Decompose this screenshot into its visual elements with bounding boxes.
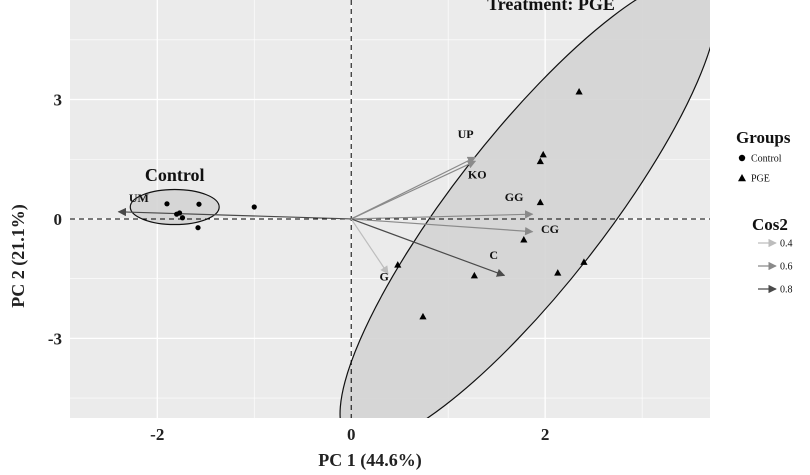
arrow-c: [351, 218, 506, 277]
variable-label-g: G: [380, 270, 389, 284]
axis-ticks: -2 0 2 -3 0 3: [48, 91, 550, 444]
ellipse-control: [129, 188, 220, 226]
legend-marker-circle: [738, 154, 746, 162]
point-pge: [539, 150, 547, 158]
group-label-control: Control: [145, 165, 205, 185]
arrow-gg: [351, 210, 534, 220]
legend-cos2-label: 0.4: [780, 239, 793, 250]
legend-groups-title: Groups: [736, 128, 791, 147]
point-pge: [419, 312, 427, 320]
y-tick-label: 0: [54, 210, 63, 229]
point-pge: [575, 87, 583, 95]
legend-group-label: Control: [751, 154, 782, 165]
variable-label-ko: KO: [468, 167, 487, 181]
group-label-pge: Treatment: PGE: [487, 0, 615, 14]
point-pge: [536, 198, 544, 206]
legend-marker-triangle: [738, 174, 746, 182]
point-control: [179, 215, 186, 221]
point-control: [251, 204, 257, 210]
x-tick-label: -2: [150, 425, 164, 444]
x-tick-label: 0: [347, 425, 356, 444]
legend-cos2-title: Cos2: [752, 215, 788, 234]
point-pge: [536, 157, 544, 165]
legend-cos2-label: 0.8: [780, 285, 793, 296]
legend-cos2-label: 0.6: [780, 262, 793, 273]
arrow-um: [117, 207, 352, 220]
y-tick-label: 3: [54, 91, 63, 110]
y-axis-title: PC 2 (21.1%): [8, 204, 29, 307]
point-pge: [580, 258, 588, 265]
point-pge: [394, 261, 402, 268]
point-pge: [470, 271, 478, 279]
data-points: [164, 87, 588, 320]
arrow-g: [350, 218, 389, 275]
point-control: [176, 210, 183, 216]
arrow-cg: [351, 218, 534, 236]
variable-label-c: C: [489, 248, 498, 262]
variable-label-up: UP: [458, 127, 474, 141]
point-control: [196, 201, 202, 207]
group-labels: Control Treatment: PGE: [145, 0, 615, 185]
x-tick-label: 2: [541, 425, 550, 444]
point-pge: [520, 236, 528, 243]
point-pge: [554, 269, 562, 276]
legend-group-label: PGE: [751, 174, 770, 185]
y-tick-label: -3: [48, 329, 62, 348]
reference-lines: [70, 0, 710, 418]
variable-label-um: UM: [129, 191, 149, 205]
point-control: [164, 201, 170, 207]
arrow-up: [350, 156, 477, 220]
variable-label-gg: GG: [505, 190, 524, 204]
variable-arrows: [117, 156, 534, 277]
point-control: [195, 225, 201, 231]
variable-label-cg: CG: [541, 222, 559, 236]
x-axis-title: PC 1 (44.6%): [318, 450, 421, 471]
arrow-ko: [350, 160, 477, 220]
legend: Groups Control PGE Cos2 0.4 0.6 0.8: [736, 128, 793, 296]
